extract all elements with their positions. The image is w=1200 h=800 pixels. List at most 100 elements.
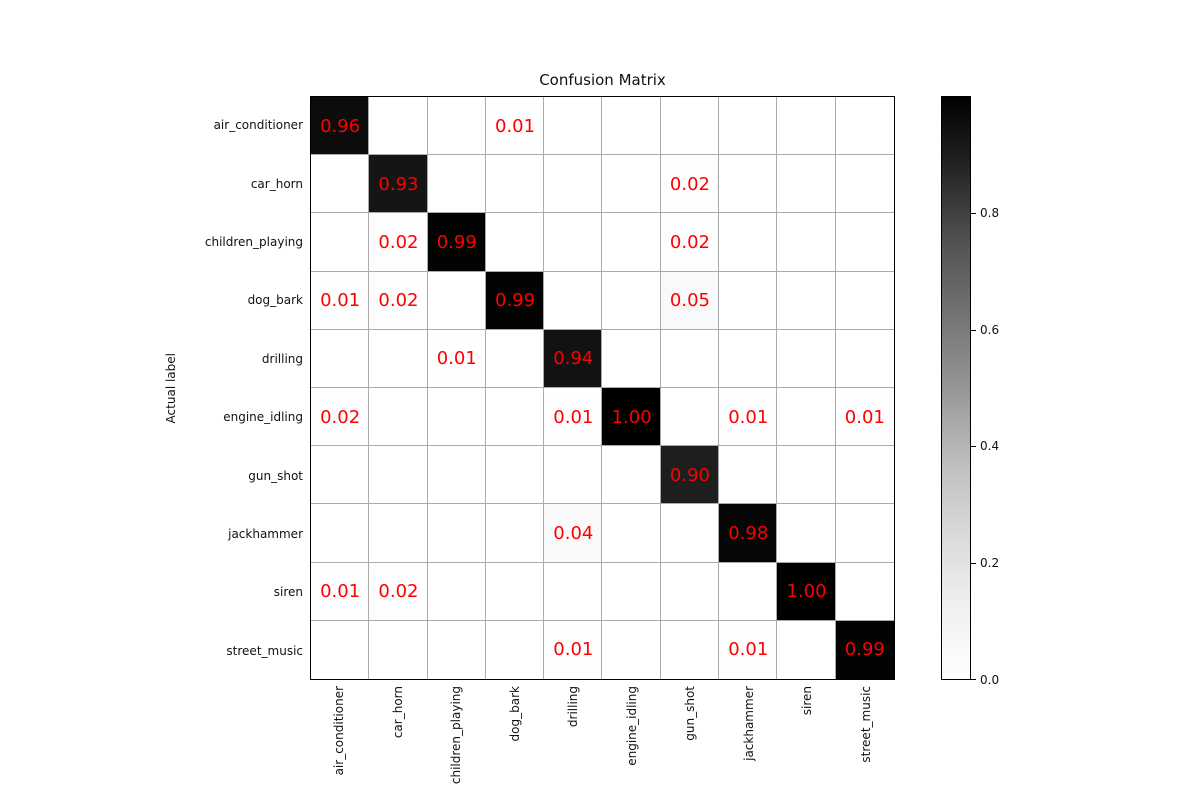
y-tick-label: drilling [261,351,303,366]
x-tick-col: dog_bark [486,686,545,800]
matrix-cell [660,620,720,679]
matrix-cell [544,446,603,505]
matrix-cell: 0.99 [485,271,545,330]
colorbar-tick-mark [971,213,976,214]
colorbar-tick-label: 0.2 [980,556,1000,571]
matrix-cell [544,271,603,330]
matrix-cell: 1.00 [602,388,661,447]
matrix-cell [427,388,486,447]
y-tick-label: dog_bark [247,293,303,308]
matrix-cell: 0.93 [369,155,428,214]
matrix-cell: 0.01 [311,271,370,330]
matrix-cell [311,155,370,214]
matrix-cell [777,271,836,330]
matrix-cell: 0.02 [369,562,428,621]
colorbar-tick-mark [971,330,976,331]
colorbar-tick-label: 0.4 [980,439,1000,454]
matrix-cell [427,446,486,505]
heatmap-grid: 0.96 0.01 0.93 0.02 0.02 0.99 0.02 0.01 0.02 0.99… [310,96,895,680]
matrix-cell: 1.00 [777,562,836,621]
matrix-cell [835,562,894,621]
x-tick-col: drilling [544,686,603,800]
matrix-cell: 0.04 [544,504,603,563]
matrix-cell [835,155,894,214]
matrix-cell: 0.02 [369,271,428,330]
matrix-cell [485,504,545,563]
matrix-cell [485,562,545,621]
matrix-cell [485,213,545,272]
matrix-cell [602,504,661,563]
y-tick-label: street_music [226,643,303,658]
matrix-cell [427,271,486,330]
matrix-cell [660,97,720,156]
matrix-cell [544,213,603,272]
x-tick-col: street_music [837,686,896,800]
x-tick-label: gun_shot [683,686,698,741]
y-tick-label: car_horn [250,176,303,191]
x-tick-labels: air_conditioner car_horn children_playing d… [310,686,895,800]
x-tick-col: siren [778,686,837,800]
matrix-cell [311,504,370,563]
x-tick-label: children_playing [449,686,464,785]
matrix-cell [777,388,836,447]
x-tick-col: gun_shot [661,686,720,800]
matrix-cell [602,213,661,272]
matrix-cell [311,213,370,272]
matrix-cell [660,388,720,447]
matrix-cell [660,329,720,388]
colorbar-tick-label: 0.6 [980,322,1000,337]
matrix-cell [311,620,370,679]
matrix-cell [719,213,778,272]
matrix-cell [835,97,894,156]
matrix-cell [719,562,778,621]
matrix-cell [369,620,428,679]
matrix-cell [719,97,778,156]
matrix-cell [485,446,545,505]
matrix-cell [660,562,720,621]
matrix-cell [427,155,486,214]
matrix-cell [485,620,545,679]
matrix-cell [369,388,428,447]
matrix-cell [544,97,603,156]
matrix-cell [485,388,545,447]
matrix-cell [544,155,603,214]
matrix-cell: 0.01 [719,620,778,679]
matrix-cell [369,446,428,505]
matrix-cell [719,155,778,214]
matrix-cell [777,213,836,272]
colorbar-tick-mark [971,446,976,447]
x-tick-col: jackhammer [720,686,779,800]
y-tick-label: jackhammer [228,527,303,541]
matrix-cell: 0.98 [719,504,778,563]
matrix-cell: 0.01 [835,388,894,447]
y-tick-label: siren [273,585,303,600]
matrix-cell: 0.01 [427,329,486,388]
y-tick-labels: air_conditioner car_horn children_playing d… [0,0,303,800]
x-tick-label: street_music [858,686,873,763]
matrix-cell [835,213,894,272]
matrix-cell: 0.01 [485,97,545,156]
matrix-cell: 0.01 [544,620,603,679]
matrix-cell: 0.02 [660,213,720,272]
matrix-cell: 0.01 [719,388,778,447]
matrix-cell [544,562,603,621]
colorbar-tick-mark [971,679,976,680]
matrix-cell [427,562,486,621]
x-tick-label: siren [800,686,815,716]
matrix-cell [427,97,486,156]
x-tick-col: children_playing [427,686,486,800]
matrix-cell: 0.02 [311,388,370,447]
matrix-cell [602,329,661,388]
y-tick-label: air_conditioner [213,118,303,133]
matrix-cell [485,329,545,388]
matrix-cell [777,155,836,214]
matrix-cell [835,446,894,505]
matrix-cell: 0.99 [427,213,486,272]
matrix-cell [602,562,661,621]
matrix-cell [485,155,545,214]
matrix-cell [660,504,720,563]
matrix-cell [835,504,894,563]
matrix-cell [602,271,661,330]
x-tick-label: engine_idling [624,686,639,766]
chart-title: Confusion Matrix [539,71,666,89]
